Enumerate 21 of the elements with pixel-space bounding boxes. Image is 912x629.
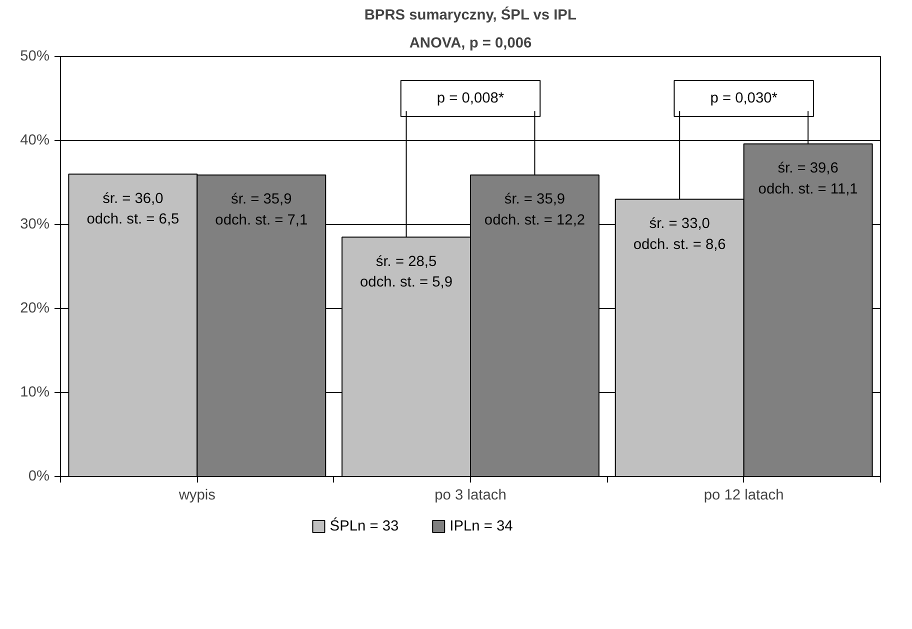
x-tick-label: wypis <box>178 488 216 504</box>
data-label: śr. = 35,9 odch. st. = 7,1 <box>215 192 308 229</box>
x-tick-label: po 12 latach <box>704 488 784 504</box>
y-tick-label: 10% <box>20 384 50 400</box>
legend-label: IPLn = 34 <box>450 518 513 534</box>
data-label: śr. = 39,6 odch. st. = 11,1 <box>758 160 858 198</box>
x-tick-label: po 3 latach <box>434 488 506 504</box>
data-label: śr. = 35,9 odch. st. = 12,2 <box>484 192 586 229</box>
y-tick-label: 20% <box>20 300 50 316</box>
data-label: śr. = 36,0 odch. st. = 6,5 <box>86 190 180 228</box>
y-tick-label: 0% <box>28 468 50 484</box>
data-label: śr. = 33,0 odch. st. = 8,6 <box>633 216 726 253</box>
chart-subtitle: ANOVA, p = 0,006 <box>409 36 532 52</box>
y-tick-label: 30% <box>20 216 50 232</box>
annotation: p = 0,008* <box>436 90 504 106</box>
legend-label: ŚPLn = 33 <box>330 516 399 534</box>
y-tick-label: 50% <box>20 48 50 64</box>
data-label: śr. = 28,5 odch. st. = 5,9 <box>360 254 453 291</box>
chart-title: BPRS sumaryczny, ŚPL vs IPL <box>364 6 576 24</box>
annotation: p = 0,030* <box>710 90 778 106</box>
y-tick-label: 40% <box>20 132 50 148</box>
